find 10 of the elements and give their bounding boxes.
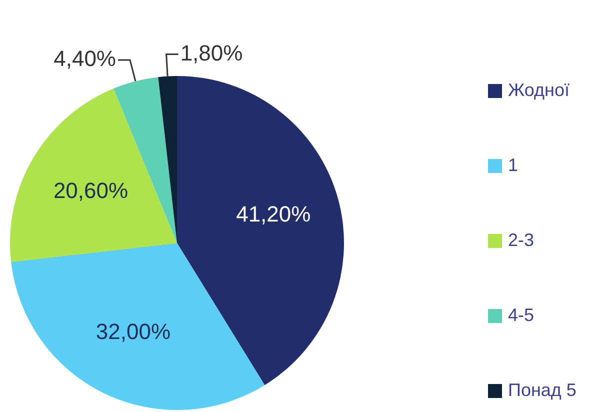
data-label: 20,60%	[53, 178, 128, 204]
data-label: 1,80%	[180, 40, 243, 66]
legend-label: Жодної	[508, 80, 570, 101]
legend-label: 1	[508, 155, 518, 176]
legend-label: 2-3	[508, 230, 534, 251]
data-label: 4,40%	[54, 46, 116, 71]
data-label: 32,00%	[96, 319, 171, 344]
legend-label: Понад 5	[508, 380, 576, 401]
legend-label: 4-5	[508, 305, 534, 326]
data-label: 41,20%	[236, 202, 311, 227]
